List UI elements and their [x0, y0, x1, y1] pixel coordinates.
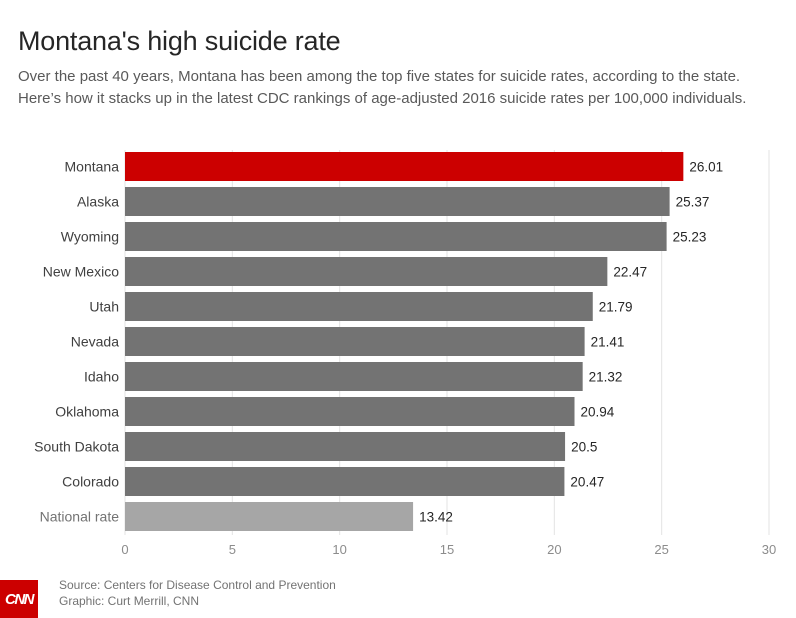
value-label: 20.47	[570, 475, 604, 490]
category-label: South Dakota	[34, 439, 119, 455]
bar-oklahoma	[125, 397, 575, 426]
category-label: Nevada	[71, 334, 119, 350]
bar-wyoming	[125, 222, 667, 251]
chart-title: Montana's high suicide rate	[18, 26, 341, 56]
x-tick-label: 25	[654, 542, 668, 557]
bar-idaho	[125, 362, 583, 391]
bar-utah	[125, 292, 593, 321]
category-label: Oklahoma	[55, 404, 119, 420]
x-axis-ticks: 0 5 10 15 20 25 30	[121, 542, 776, 557]
x-tick-label: 20	[547, 542, 561, 557]
x-tick-label: 10	[332, 542, 346, 557]
footer: CNN Source: Centers for Disease Control …	[0, 578, 796, 618]
category-label: Montana	[65, 159, 120, 175]
value-label: 20.5	[571, 440, 597, 455]
bar-montana	[125, 152, 684, 181]
category-label: National rate	[40, 509, 120, 525]
bar-alaska	[125, 187, 670, 216]
chart-subtitle: Over the past 40 years, Montana has been…	[18, 68, 747, 107]
category-label: Colorado	[62, 474, 119, 490]
value-label: 25.37	[676, 195, 710, 210]
bar-chart: Montana 26.01 Alaska 25.37 Wyoming 25.23 New M…	[34, 150, 776, 557]
category-label: Idaho	[84, 369, 119, 385]
labels: Montana 26.01 Alaska 25.37 Wyoming 25.23 New M…	[34, 159, 723, 525]
category-label: Alaska	[77, 194, 119, 210]
source-credits: Source: Centers for Disease Control and …	[59, 577, 336, 609]
bar-colorado	[125, 467, 565, 496]
x-tick-label: 15	[440, 542, 454, 557]
value-label: 26.01	[689, 160, 723, 175]
value-label: 22.47	[613, 265, 647, 280]
x-tick-label: 0	[121, 542, 128, 557]
value-label: 21.79	[599, 300, 633, 315]
bar-national-rate	[125, 502, 414, 531]
source-text: Source: Centers for Disease Control and …	[59, 578, 336, 592]
bar-new-mexico	[125, 257, 608, 286]
bars	[125, 152, 684, 531]
bar-nevada	[125, 327, 585, 356]
bar-south-dakota	[125, 432, 566, 461]
value-label: 25.23	[673, 230, 707, 245]
value-label: 21.41	[591, 335, 625, 350]
cnn-logo[interactable]: CNN	[0, 580, 38, 618]
x-tick-label: 30	[762, 542, 776, 557]
value-label: 20.94	[581, 405, 615, 420]
credit-text: Graphic: Curt Merrill, CNN	[59, 594, 200, 608]
x-tick-label: 5	[229, 542, 236, 557]
category-label: New Mexico	[43, 264, 119, 280]
category-label: Utah	[89, 299, 119, 315]
category-label: Wyoming	[61, 229, 119, 245]
value-label: 13.42	[419, 510, 453, 525]
value-label: 21.32	[589, 370, 623, 385]
